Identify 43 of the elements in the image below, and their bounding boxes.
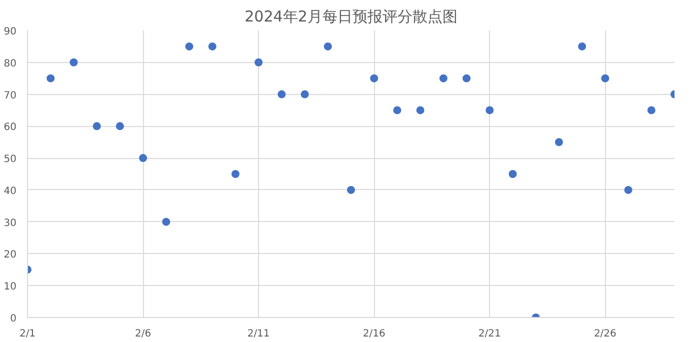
y-tick-label: 10 (4, 282, 17, 293)
point (254, 58, 263, 66)
x-tick-label: 2/6 (134, 328, 152, 340)
point (116, 122, 124, 130)
point (139, 154, 148, 162)
point (370, 74, 378, 82)
x-tick-label: 2/26 (594, 328, 616, 340)
point (462, 74, 471, 82)
point (486, 106, 494, 114)
point (46, 74, 55, 82)
point (208, 42, 216, 50)
y-tick-label: 40 (4, 186, 17, 197)
y-tick-label: 90 (4, 26, 17, 38)
point (624, 186, 632, 194)
point (231, 170, 240, 178)
point (416, 106, 424, 114)
chart-title: 2024年2月每日预报评分散点图 (244, 8, 458, 26)
point (439, 74, 448, 82)
point (578, 42, 586, 50)
y-tick-label: 80 (4, 58, 17, 70)
x-tick-label: 2/21 (478, 328, 501, 340)
point (185, 42, 194, 50)
point (162, 218, 170, 226)
point (70, 58, 78, 66)
y-tick-label: 0 (10, 314, 17, 324)
point (647, 106, 656, 114)
x-tick-label: 2/16 (362, 328, 386, 340)
x-tick-label: 2/11 (247, 328, 270, 340)
point (601, 74, 610, 82)
y-tick-label: 20 (4, 250, 17, 261)
point (92, 122, 101, 130)
y-tick-label: 60 (4, 122, 17, 134)
y-tick-label: 50 (4, 154, 17, 166)
point (554, 138, 563, 146)
point (300, 90, 309, 98)
x-tick-label: 2/1 (19, 328, 36, 340)
point (324, 42, 332, 50)
point (393, 106, 402, 114)
point (508, 170, 517, 178)
y-tick-label: 70 (4, 90, 17, 102)
point (278, 90, 286, 98)
y-tick-label: 30 (4, 218, 17, 229)
point (347, 186, 355, 194)
